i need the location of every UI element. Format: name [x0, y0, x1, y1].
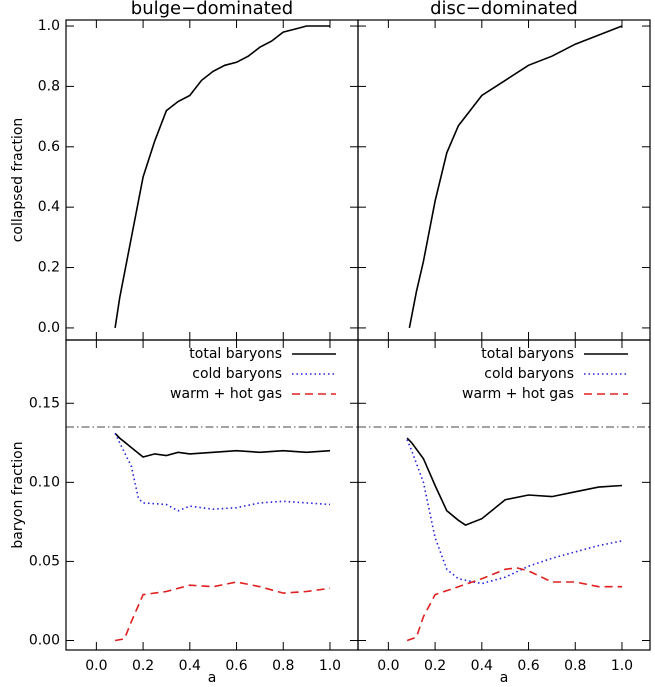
y-tick-label: 0.00: [29, 633, 60, 649]
legend-label: cold baryons: [192, 366, 282, 382]
y-tick-label: 0.15: [29, 395, 60, 411]
data-line: [114, 25, 330, 329]
legend-label: total baryons: [481, 346, 574, 362]
panel-frame: [357, 339, 651, 651]
y-tick-label: 0.8: [38, 78, 60, 94]
x-tick-label: 0.8: [564, 658, 586, 674]
y-tick-label: 0.4: [38, 199, 60, 215]
legend-label: total baryons: [189, 346, 282, 362]
panel-frame: [65, 19, 359, 341]
y-tick-label: 0.6: [38, 139, 60, 155]
y-tick-label: 1.0: [38, 18, 60, 34]
data-line: [408, 25, 623, 329]
data-line: [114, 432, 331, 458]
x-tick-label: 0.0: [377, 658, 399, 674]
legend-label: cold baryons: [484, 366, 574, 382]
x-tick-label: 0.0: [85, 658, 107, 674]
x-axis-label: a: [500, 670, 509, 686]
x-tick-label: 0.4: [471, 658, 493, 674]
x-tick-label: 0.2: [132, 658, 154, 674]
y-axis-label: collapsed fraction: [10, 118, 26, 243]
x-axis-label: a: [208, 670, 217, 686]
x-tick-label: 0.6: [517, 658, 539, 674]
data-line: [114, 432, 331, 512]
data-line: [406, 437, 623, 526]
y-tick-label: 0.0: [38, 320, 60, 336]
y-tick-label: 0.05: [29, 553, 60, 569]
legend-label: warm + hot gas: [170, 386, 282, 402]
panel-title: bulge−dominated: [131, 0, 293, 19]
y-axis-label: baryon fraction: [10, 441, 26, 548]
data-line: [406, 566, 622, 642]
y-tick-label: 0.10: [29, 474, 60, 490]
x-tick-label: 1.0: [319, 658, 341, 674]
data-line: [406, 439, 623, 585]
x-tick-label: 0.2: [424, 658, 446, 674]
x-tick-label: 0.8: [272, 658, 294, 674]
panel-frame: [357, 19, 651, 341]
y-tick-label: 0.2: [38, 260, 60, 276]
x-tick-label: 0.4: [179, 658, 201, 674]
data-line: [114, 581, 331, 642]
legend-label: warm + hot gas: [462, 386, 574, 402]
x-tick-label: 1.0: [611, 658, 633, 674]
x-tick-label: 0.6: [225, 658, 247, 674]
panel-title: disc−dominated: [430, 0, 578, 19]
